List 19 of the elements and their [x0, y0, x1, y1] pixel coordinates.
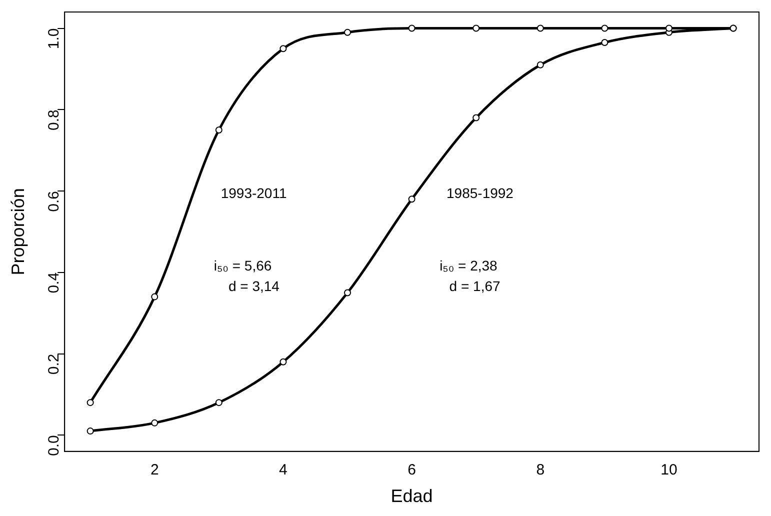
y-tick-label: 0.0 — [46, 435, 63, 456]
y-axis-title: Proporción — [8, 188, 28, 276]
x-tick-label: 6 — [408, 462, 416, 479]
x-tick-label: 4 — [279, 462, 288, 479]
y-tick-label: 1.0 — [46, 28, 63, 50]
annotation: i₅₀ = 2,38 — [440, 258, 498, 274]
x-axis-title: Edad — [390, 486, 433, 506]
x-tick-label: 10 — [660, 462, 678, 479]
annotation: i₅₀ = 5,66 — [214, 258, 272, 274]
annotation: 1993-2011 — [220, 184, 287, 201]
y-tick-label: 0.8 — [46, 110, 63, 131]
x-tick-label: 8 — [536, 462, 545, 479]
annotation: d = 3,14 — [228, 278, 280, 294]
y-tick-label: 0.2 — [46, 354, 63, 375]
y-tick-label: 0.4 — [46, 272, 63, 294]
annotation: d = 1,67 — [449, 278, 500, 294]
y-tick-label: 0.6 — [46, 191, 63, 212]
x-tick-label: 2 — [150, 462, 159, 479]
annotation: 1985-1992 — [446, 184, 514, 201]
